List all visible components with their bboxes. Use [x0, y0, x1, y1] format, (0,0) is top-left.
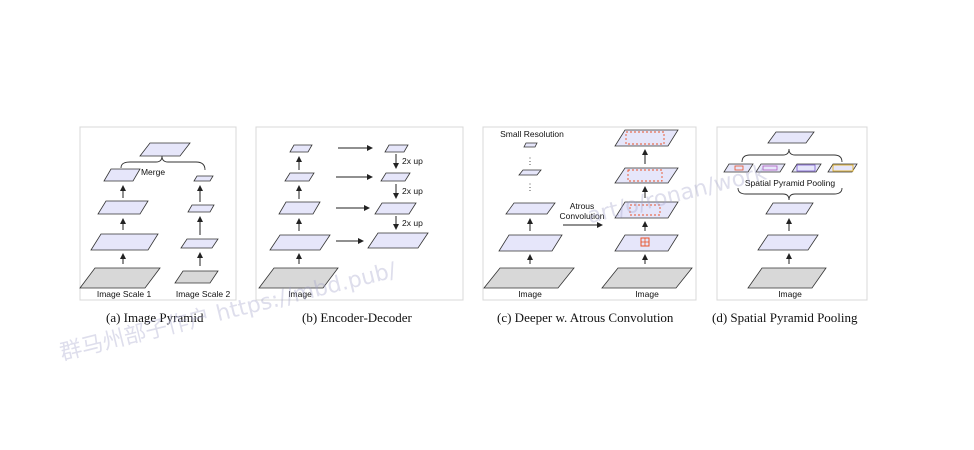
- ellipsis-dots: ⋮: [526, 182, 535, 192]
- feature-plane: [765, 202, 814, 215]
- panel-atrous-convolution: ⋮ ⋮ Small Resolution Image Atrous Convol…: [482, 126, 697, 301]
- merged-output-plane: [767, 131, 815, 144]
- spp-lower-brace: [737, 187, 843, 201]
- panel-c-border: [482, 126, 697, 301]
- pooling-kernel: [832, 164, 854, 172]
- upsample-label: 2x up: [402, 156, 423, 166]
- panel-b-border: [255, 126, 464, 301]
- image-label-left: Image: [518, 289, 542, 299]
- small-resolution-plane: [523, 142, 538, 148]
- feature-plane: [180, 238, 219, 249]
- decoder-plane: [384, 144, 409, 153]
- upsample-label: 2x up: [402, 186, 423, 196]
- input-image-plane: [483, 267, 575, 289]
- decoder-plane: [367, 232, 429, 249]
- feature-plane: [505, 202, 556, 215]
- feature-plane: [498, 234, 563, 252]
- pooling-kernel: [796, 164, 816, 172]
- caption-d: (d) Spatial Pyramid Pooling: [712, 310, 858, 325]
- feature-plane: [193, 175, 214, 182]
- feature-plane: [614, 201, 679, 219]
- ellipsis-dots: ⋮: [526, 156, 535, 166]
- encoder-plane: [269, 234, 331, 251]
- panel-spatial-pyramid-pooling: Spatial Pyramid Pooling Image: [716, 126, 868, 301]
- atrous-kernel-dilated: [625, 131, 665, 145]
- caption-b: (b) Encoder-Decoder: [302, 310, 412, 325]
- upsample-label: 2x up: [402, 218, 423, 228]
- feature-plane: [97, 200, 149, 215]
- feature-plane: [614, 129, 679, 147]
- decoder-plane: [380, 172, 411, 182]
- input-image-plane: [601, 267, 693, 289]
- feature-plane: [90, 233, 159, 251]
- image-scale-2-plane: [174, 270, 219, 284]
- panel-a-border: [79, 126, 237, 301]
- feature-plane: [614, 167, 679, 184]
- encoder-plane: [284, 172, 315, 182]
- caption-c: (c) Deeper w. Atrous Convolution: [497, 310, 674, 325]
- atrous-label-line1: Atrous: [570, 201, 595, 211]
- image-scale-2-label: Image Scale 2: [176, 289, 231, 299]
- encoder-plane: [289, 144, 313, 153]
- feature-plane: [757, 234, 819, 251]
- merged-output-plane: [139, 142, 191, 157]
- encoder-plane: [278, 201, 321, 215]
- feature-plane: [103, 168, 141, 182]
- panel-image-pyramid: Merge Image Scale 1 Image Scale 2: [79, 126, 237, 301]
- input-image-plane: [258, 267, 339, 289]
- image-scale-1-label: Image Scale 1: [97, 289, 152, 299]
- pooling-kernel: [762, 165, 778, 171]
- decoder-plane: [374, 202, 417, 215]
- small-resolution-label: Small Resolution: [500, 129, 564, 139]
- atrous-label-line2: Convolution: [560, 211, 605, 221]
- atrous-kernel-dilated: [627, 169, 663, 182]
- feature-plane: [614, 234, 679, 252]
- image-label-right: Image: [635, 289, 659, 299]
- pooling-branch-plane: [791, 163, 822, 173]
- pooling-branch-plane: [827, 163, 858, 173]
- feature-plane: [518, 169, 542, 176]
- merge-label: Merge: [141, 167, 165, 177]
- spp-upper-brace: [741, 148, 843, 163]
- image-scale-1-plane: [79, 267, 161, 289]
- panel-d-border: [716, 126, 868, 301]
- pooling-branch-plane: [755, 163, 786, 173]
- pooling-kernel: [734, 165, 744, 171]
- spp-label: Spatial Pyramid Pooling: [745, 178, 836, 188]
- input-image-plane: [747, 267, 827, 289]
- caption-a: (a) Image Pyramid: [106, 310, 204, 325]
- image-label: Image: [288, 289, 312, 299]
- feature-plane: [187, 204, 215, 213]
- panel-encoder-decoder: 2x up 2x up 2x up Image: [255, 126, 464, 301]
- image-label: Image: [778, 289, 802, 299]
- pooling-branch-plane: [723, 163, 754, 173]
